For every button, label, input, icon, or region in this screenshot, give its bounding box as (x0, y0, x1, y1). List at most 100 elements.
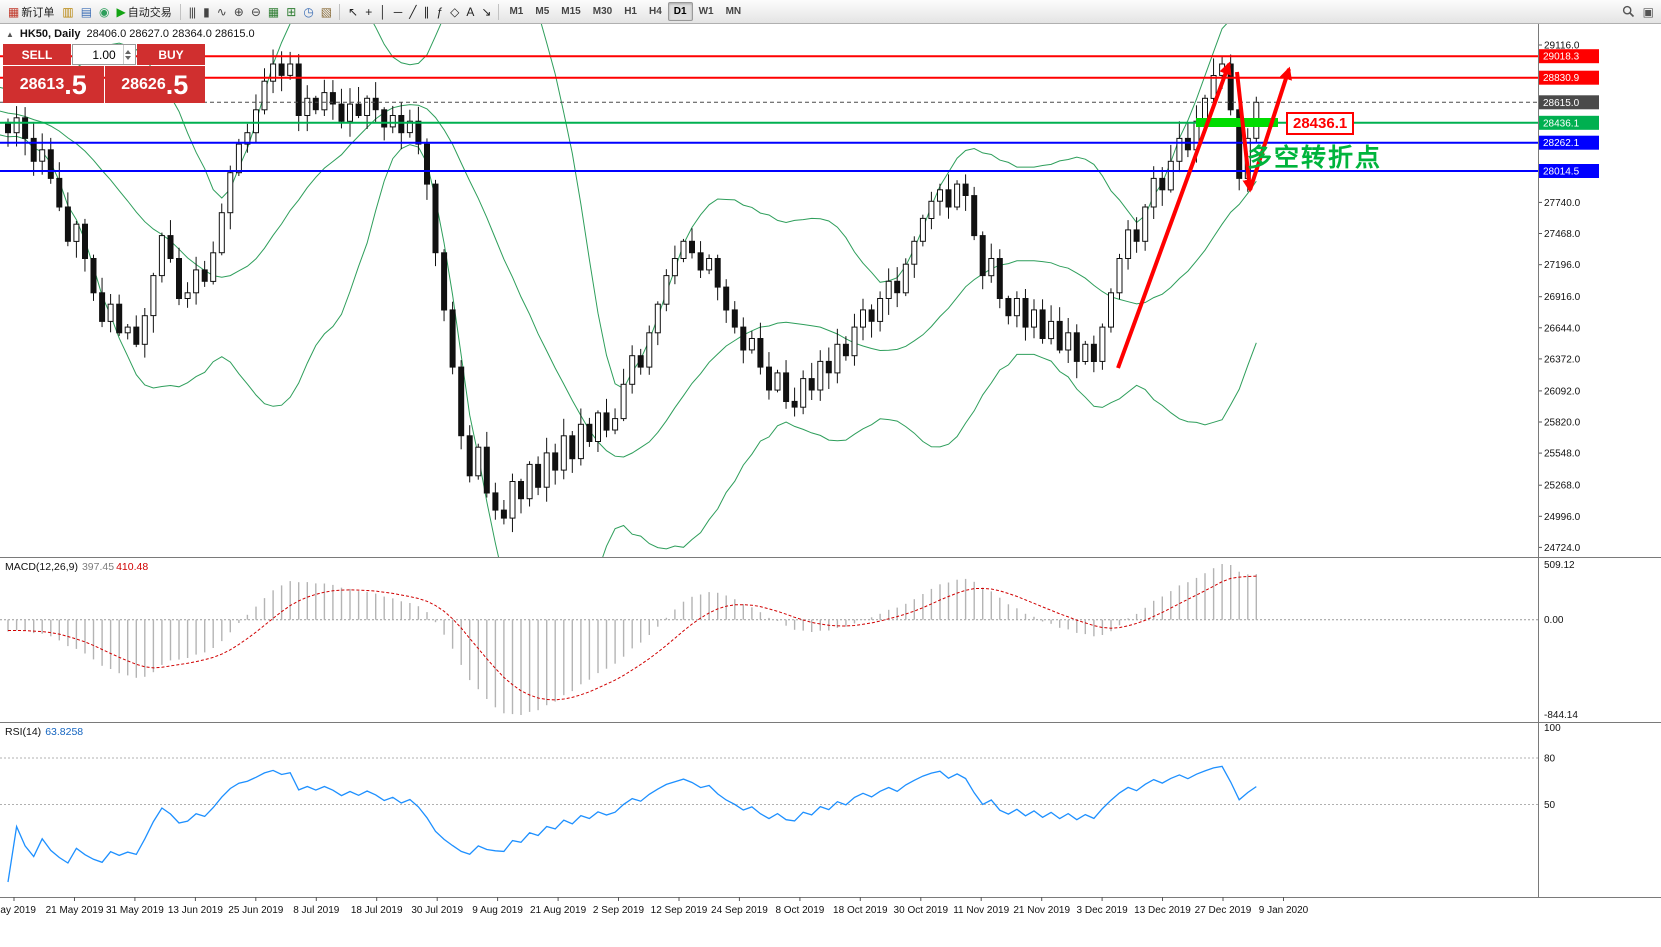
tf-w1[interactable]: W1 (698, 6, 714, 17)
macd-signal-value: 410.48 (116, 561, 149, 573)
svg-text:28262.1: 28262.1 (1543, 138, 1580, 149)
svg-text:0.00: 0.00 (1544, 615, 1564, 626)
new-order-button[interactable]: ▦ 新订单 (4, 2, 58, 22)
vertical-line-icon[interactable]: │ (375, 2, 390, 22)
market-watch-icon[interactable]: ▤ (77, 2, 95, 22)
fibonacci-icon[interactable]: ƒ (432, 2, 446, 22)
buy-button[interactable]: BUY (137, 44, 205, 65)
tf-m1[interactable]: M1 (509, 6, 524, 17)
svg-text:28830.9: 28830.9 (1543, 73, 1580, 84)
macd-panel (0, 564, 1538, 715)
macd-main-value: 397.45 (81, 561, 115, 573)
macd-name: MACD(12,26,9) (5, 561, 78, 573)
price-axis-box (1539, 164, 1599, 178)
time-axis-label: 18 Jul 2019 (351, 905, 403, 916)
zoom-out-icon-glyph: ⊖ (250, 4, 261, 19)
bar-chart-icon-glyph: ||| (188, 4, 196, 19)
chart-windows-icon[interactable]: ▥ (58, 2, 76, 22)
data-window-icon[interactable]: ▣ (1639, 2, 1657, 22)
time-axis-label: 2 Sep 2019 (593, 905, 645, 916)
new-order-button-glyph: ▦ (8, 4, 19, 19)
time-axis-label: 9 Aug 2019 (472, 905, 523, 916)
time-axis-label: 31 May 2019 (106, 905, 164, 916)
price-axis-label: 24724.0 (1544, 543, 1581, 554)
tf-m15[interactable]: M15 (561, 6, 581, 17)
arrows-icon[interactable]: ↘ (477, 2, 494, 22)
turning-point-note[interactable]: 多空转折点 (1247, 144, 1383, 172)
toolbar-separator (339, 3, 341, 20)
price-annotation-label[interactable]: 28436.1 (1286, 112, 1355, 135)
line-chart-icon[interactable]: ∿ (213, 2, 230, 22)
price-axis-label: 24996.0 (1544, 512, 1581, 523)
time-axis-label: 27 Dec 2019 (1195, 905, 1252, 916)
shapes-icon[interactable]: ◇ (446, 2, 462, 22)
tf-m30[interactable]: M30 (592, 6, 613, 17)
time-axis-label: 30 Oct 2019 (894, 905, 949, 916)
navigator-icon[interactable]: ◉ (95, 2, 112, 22)
sell-price-display[interactable]: 28613.5 (3, 66, 104, 103)
indicators-icon[interactable]: ⊞ (282, 2, 299, 22)
new-order-button-label: 新订单 (21, 6, 55, 19)
tf-h1[interactable]: H1 (624, 6, 637, 17)
navigator-icon-glyph: ◉ (99, 4, 110, 19)
svg-text:50: 50 (1544, 800, 1556, 811)
price-axis-label: 25820.0 (1544, 418, 1581, 429)
zoom-in-icon-glyph: ⊕ (233, 4, 244, 19)
price-axis-label: 27468.0 (1544, 229, 1581, 240)
time-periods-icon[interactable]: ◷ (299, 2, 316, 22)
buy-price-main: 28626 (121, 75, 166, 93)
price-axis-label: 26916.0 (1544, 292, 1581, 303)
sell-button[interactable]: SELL (3, 44, 71, 65)
zoom-out-icon[interactable]: ⊖ (247, 2, 264, 22)
price-axis-label: 26372.0 (1544, 354, 1581, 365)
trade-panel-toggle-icon[interactable]: ▲ (6, 29, 14, 39)
highlight-rect[interactable] (1196, 118, 1278, 127)
svg-text:100: 100 (1544, 723, 1561, 734)
channel-icon[interactable]: ∥ (419, 2, 432, 22)
price-axis-label: 25548.0 (1544, 449, 1581, 460)
toolbar: ▦ 新订单 ▥ ▤ ◉ ▶ 自动交易 ||| ▮ ∿ ⊕ ⊖ ▦ ⊞ ◷ ▧ ↖ + │ ─ ╱ ∥ ƒ ◇ A ↘ M1 M5 M15… (0, 0, 1661, 24)
volume-field[interactable]: 1.00 (72, 44, 136, 65)
tile-windows-icon[interactable]: ▦ (264, 2, 282, 22)
svg-text:28436.1: 28436.1 (1543, 118, 1580, 129)
trendline-icon-glyph: ╱ (409, 4, 416, 19)
trendline-icon[interactable]: ╱ (405, 2, 419, 22)
sell-price-main: 28613 (19, 75, 65, 93)
candlestick-chart-icon[interactable]: ▮ (199, 2, 213, 22)
toolbar-separator (498, 3, 500, 20)
price-axis[interactable]: 29018.3 28830.9 28615.0 28436.1 28262.1 28014… (1538, 41, 1599, 812)
auto-trading-button[interactable]: ▶ 自动交易 (113, 2, 176, 22)
buy-price-display[interactable]: 28626.5 (104, 66, 205, 103)
horizontal-line-icon[interactable]: ─ (390, 2, 406, 22)
indicators-icon-glyph: ⊞ (286, 4, 296, 19)
volume-spinner (123, 45, 134, 64)
rsi-value: 63.8258 (45, 726, 84, 738)
svg-text:29018.3: 29018.3 (1543, 52, 1580, 63)
bar-chart-icon[interactable]: ||| (185, 2, 199, 22)
macd-indicator-label: MACD(12,26,9) 397.45 410.48 (5, 561, 148, 573)
text-icon[interactable]: A (462, 2, 477, 22)
templates-icon[interactable]: ▧ (317, 2, 335, 22)
time-axis-label: 9 Jan 2020 (1259, 905, 1309, 916)
volume-decrease-button[interactable] (125, 55, 131, 60)
one-click-trading-panel: SELL 1.00 BUY 28613.5 28626.5 (3, 44, 205, 103)
tf-h4[interactable]: H4 (648, 6, 662, 17)
price-axis-label: 27740.0 (1544, 198, 1581, 209)
tf-mn[interactable]: MN (725, 6, 742, 17)
chart-type-group: ||| ▮ ∿ ⊕ ⊖ ▦ ⊞ ◷ ▧ (185, 0, 335, 24)
search-icon[interactable] (1618, 2, 1639, 22)
cursor-icon-glyph: ↖ (348, 4, 358, 19)
zoom-in-icon[interactable]: ⊕ (230, 2, 247, 22)
price-axis-label: 29116.0 (1544, 41, 1580, 52)
crosshair-icon[interactable]: + (361, 2, 375, 22)
volume-value: 1.00 (92, 47, 116, 62)
svg-text:509.12: 509.12 (1544, 560, 1575, 571)
trend-arrows[interactable] (1116, 61, 1292, 369)
cursor-icon[interactable]: ↖ (344, 2, 361, 22)
panel-separators[interactable] (0, 24, 1661, 898)
tf-m5[interactable]: M5 (535, 6, 550, 17)
tf-d1[interactable]: D1 (667, 2, 693, 21)
volume-increase-button[interactable] (125, 49, 131, 54)
svg-text:80: 80 (1544, 754, 1556, 765)
